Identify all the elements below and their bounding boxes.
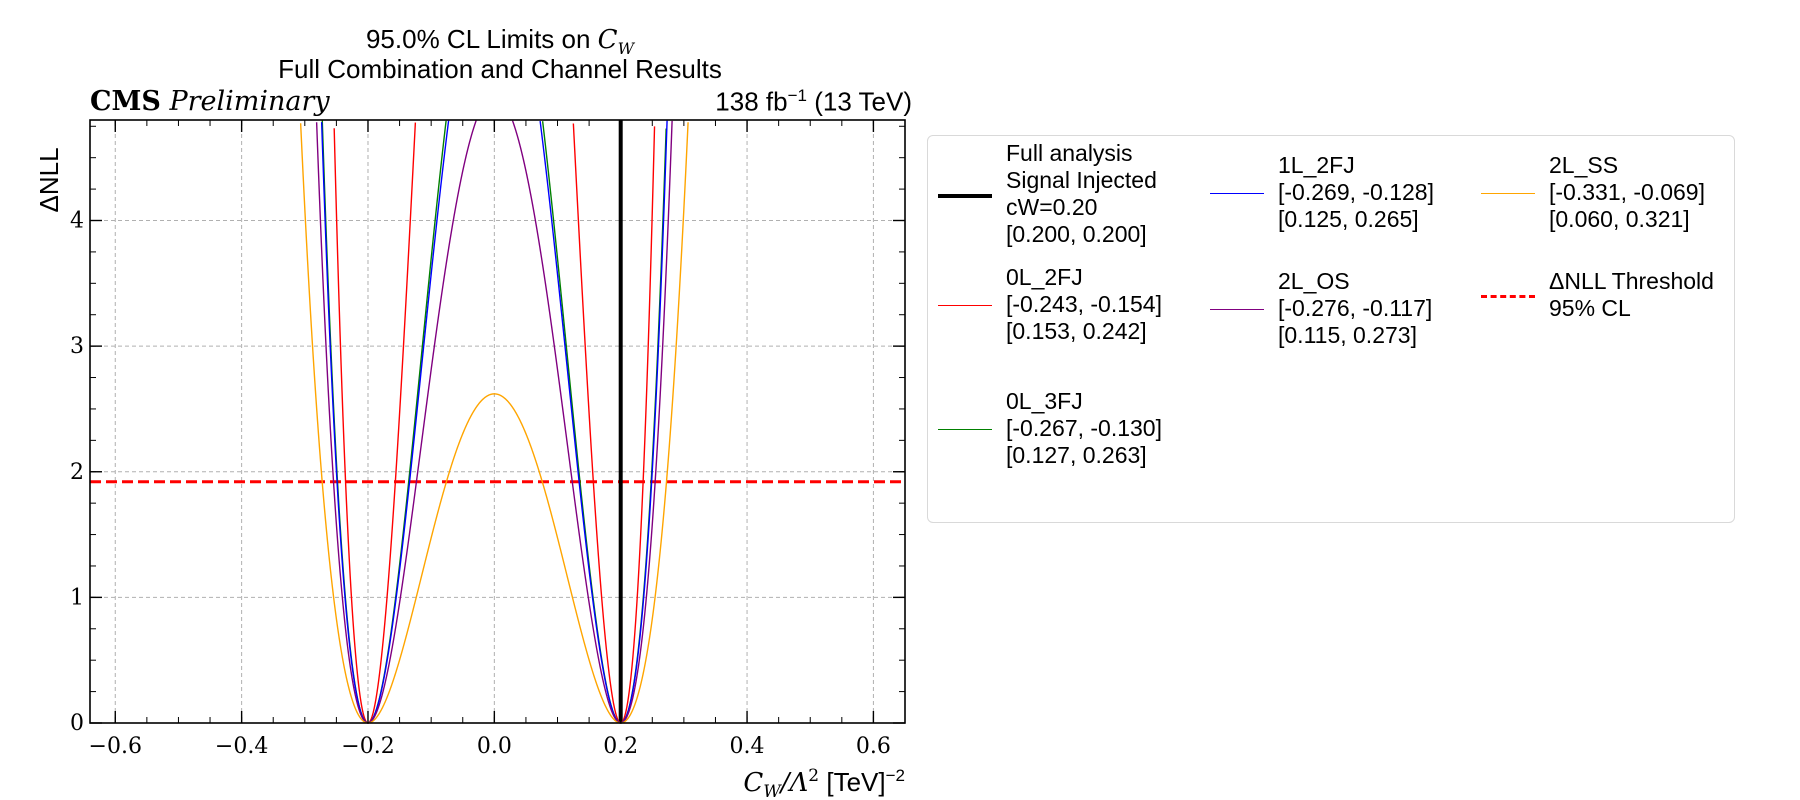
legend-swatch (1481, 295, 1535, 298)
experiment-name: CMS (90, 86, 161, 117)
ticks: −0.6 −0.4 −0.2 0.0 0.2 0.4 0.6 0 1 2 3 4 (70, 120, 906, 759)
legend-label-line: cW=0.20 (1006, 194, 1098, 220)
x-axis-title: CW/Λ2 [TeV]−2 (743, 766, 905, 800)
status-label: Preliminary (169, 86, 330, 117)
y-tick-label: 1 (70, 585, 84, 610)
legend-label-line: 2L_SS (1549, 152, 1619, 178)
legend-label-line: [0.115, 0.273] (1278, 322, 1417, 348)
plot-frame (89, 119, 906, 724)
legend-swatch (1481, 192, 1535, 194)
legend-label-line: [0.060, 0.321] (1549, 206, 1690, 232)
legend-label: ΔNLL Threshold 95% CL (1549, 268, 1714, 322)
legend-swatch (938, 194, 992, 198)
legend-label-line: [-0.243, -0.154] (1006, 291, 1162, 317)
legend: Full analysis Signal Injected cW=0.20 [0.20… (927, 135, 1735, 523)
x-tick-label: 0.2 (603, 734, 638, 759)
x-tick-label: −0.6 (89, 734, 142, 759)
series-line (320, 120, 668, 724)
legend-swatch (1210, 308, 1264, 310)
legend-label-line: [-0.267, -0.130] (1006, 415, 1162, 441)
legend-label-line: 2L_OS (1278, 268, 1350, 294)
legend-label: 1L_2FJ [-0.269, -0.128] [0.125, 0.265] (1278, 152, 1434, 233)
legend-label-line: [-0.331, -0.069] (1549, 179, 1705, 205)
legend-label: Full analysis Signal Injected cW=0.20 [0.20… (1006, 140, 1157, 248)
x-tick-label: −0.4 (215, 734, 268, 759)
legend-label-line: [-0.276, -0.117] (1278, 295, 1433, 321)
legend-label-line: 95% CL (1549, 295, 1631, 321)
chart-subtitle: Full Combination and Channel Results (278, 54, 722, 84)
x-tick-label: −0.2 (341, 734, 394, 759)
x-tick-label: 0.0 (477, 734, 512, 759)
legend-swatch (938, 428, 992, 430)
legend-label-line: 0L_2FJ (1006, 264, 1083, 290)
legend-label-line: [0.200, 0.200] (1006, 221, 1147, 247)
legend-label-line: Full analysis (1006, 140, 1133, 166)
legend-label-line: 0L_3FJ (1006, 388, 1083, 414)
legend-label-line: [0.153, 0.242] (1006, 318, 1147, 344)
legend-label: 0L_3FJ [-0.267, -0.130] [0.127, 0.263] (1006, 388, 1162, 469)
legend-label-line: Signal Injected (1006, 167, 1157, 193)
legend-label-line: [0.125, 0.265] (1278, 206, 1419, 232)
chart-title: 95.0% CL Limits on CW (365, 24, 635, 59)
legend-label-line: [-0.269, -0.128] (1278, 179, 1434, 205)
legend-swatch (938, 304, 992, 306)
x-tick-label: 0.6 (856, 734, 891, 759)
series-line (315, 120, 673, 724)
experiment-label: CMS Preliminary (90, 86, 330, 117)
luminosity-label: 138 fb−1 (13 TeV) (715, 86, 912, 117)
legend-label-line: [0.127, 0.263] (1006, 442, 1147, 468)
x-tick-label: 0.4 (730, 734, 765, 759)
legend-label-line: 1L_2FJ (1278, 152, 1355, 178)
y-tick-label: 2 (70, 460, 84, 485)
legend-label: 2L_SS [-0.331, -0.069] [0.060, 0.321] (1549, 152, 1705, 233)
y-tick-label: 3 (70, 334, 84, 359)
y-tick-label: 0 (70, 711, 84, 736)
grid (90, 120, 905, 724)
series-line (333, 122, 656, 724)
legend-label: 0L_2FJ [-0.243, -0.154] [0.153, 0.242] (1006, 264, 1162, 345)
legend-label: 2L_OS [-0.276, -0.117] [0.115, 0.273] (1278, 268, 1432, 349)
y-axis-title: ΔNLL (34, 147, 64, 212)
y-tick-label: 4 (70, 209, 84, 234)
legend-swatch (1210, 192, 1264, 194)
legend-label-line: ΔNLL Threshold (1549, 268, 1714, 294)
